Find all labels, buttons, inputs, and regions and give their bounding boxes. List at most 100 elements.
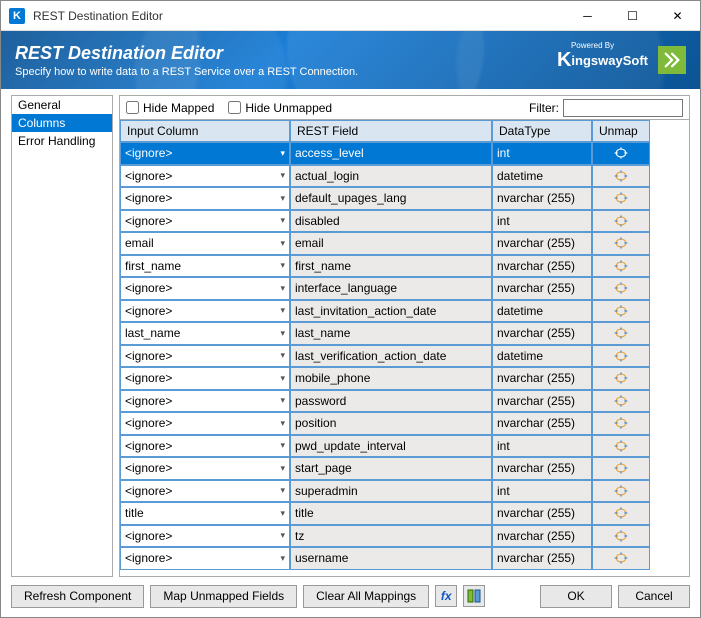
input-column-cell[interactable]: <ignore>▾ xyxy=(120,210,290,233)
hide-mapped-checkbox[interactable]: Hide Mapped xyxy=(126,101,214,115)
hide-mapped-input[interactable] xyxy=(126,101,139,114)
mapping-grid: Input ColumnREST FieldDataTypeUnmap <igno… xyxy=(120,120,689,570)
window-title: REST Destination Editor xyxy=(33,9,565,23)
input-column-cell[interactable]: <ignore>▾ xyxy=(120,457,290,480)
input-column-cell[interactable]: first_name▾ xyxy=(120,255,290,278)
datatype-cell: nvarchar (255) xyxy=(492,367,592,390)
unmap-button[interactable] xyxy=(592,187,650,210)
input-column-cell[interactable]: <ignore>▾ xyxy=(120,547,290,570)
input-column-cell[interactable]: <ignore>▾ xyxy=(120,525,290,548)
unmap-button[interactable] xyxy=(592,502,650,525)
rest-field-cell: default_upages_lang xyxy=(290,187,492,210)
datatype-cell: nvarchar (255) xyxy=(492,502,592,525)
refresh-button[interactable]: Refresh Component xyxy=(11,585,144,608)
datatype-cell: nvarchar (255) xyxy=(492,457,592,480)
rest-field-cell: username xyxy=(290,547,492,570)
datatype-cell: datetime xyxy=(492,300,592,323)
datatype-cell: nvarchar (255) xyxy=(492,187,592,210)
datatype-cell: nvarchar (255) xyxy=(492,547,592,570)
rest-field-cell: access_level xyxy=(290,142,492,165)
unmap-button[interactable] xyxy=(592,457,650,480)
main: GeneralColumnsError Handling Hide Mapped… xyxy=(1,89,700,577)
hide-unmapped-input[interactable] xyxy=(228,101,241,114)
banner-heading: REST Destination Editor xyxy=(15,43,358,64)
unmap-button[interactable] xyxy=(592,367,650,390)
rest-field-cell: password xyxy=(290,390,492,413)
minimize-button[interactable]: ─ xyxy=(565,1,610,31)
unmap-button[interactable] xyxy=(592,480,650,503)
datatype-cell: nvarchar (255) xyxy=(492,390,592,413)
datatype-cell: datetime xyxy=(492,165,592,188)
unmap-button[interactable] xyxy=(592,435,650,458)
column-header-unmap[interactable]: Unmap xyxy=(592,120,650,142)
hide-unmapped-checkbox[interactable]: Hide Unmapped xyxy=(228,101,332,115)
unmap-button[interactable] xyxy=(592,142,650,165)
datatype-cell: int xyxy=(492,142,592,165)
window-buttons: ─ ☐ ✕ xyxy=(565,1,700,31)
rest-field-cell: disabled xyxy=(290,210,492,233)
rest-field-cell: interface_language xyxy=(290,277,492,300)
content: Hide Mapped Hide Unmapped Filter: Input … xyxy=(119,95,690,577)
sidebar-item-columns[interactable]: Columns xyxy=(12,114,112,132)
columns-tool-button[interactable] xyxy=(463,585,485,607)
unmap-button[interactable] xyxy=(592,210,650,233)
cancel-button[interactable]: Cancel xyxy=(618,585,690,608)
unmap-button[interactable] xyxy=(592,547,650,570)
datatype-cell: datetime xyxy=(492,345,592,368)
column-header-rest[interactable]: REST Field xyxy=(290,120,492,142)
input-column-cell[interactable]: <ignore>▾ xyxy=(120,300,290,323)
brand-name: ingswaySoft xyxy=(571,53,648,68)
input-column-cell[interactable]: <ignore>▾ xyxy=(120,277,290,300)
rest-field-cell: tz xyxy=(290,525,492,548)
input-column-cell[interactable]: title▾ xyxy=(120,502,290,525)
input-column-cell[interactable]: <ignore>▾ xyxy=(120,142,290,165)
input-column-cell[interactable]: <ignore>▾ xyxy=(120,412,290,435)
clear-mappings-button[interactable]: Clear All Mappings xyxy=(303,585,429,608)
datatype-cell: nvarchar (255) xyxy=(492,525,592,548)
banner-subheading: Specify how to write data to a REST Serv… xyxy=(15,66,358,78)
unmap-button[interactable] xyxy=(592,165,650,188)
rest-field-cell: title xyxy=(290,502,492,525)
input-column-cell[interactable]: <ignore>▾ xyxy=(120,390,290,413)
datatype-cell: nvarchar (255) xyxy=(492,322,592,345)
input-column-cell[interactable]: <ignore>▾ xyxy=(120,345,290,368)
hide-unmapped-label: Hide Unmapped xyxy=(245,101,332,115)
expression-button[interactable]: fx xyxy=(435,585,457,607)
footer: Refresh Component Map Unmapped Fields Cl… xyxy=(1,581,700,611)
rest-field-cell: pwd_update_interval xyxy=(290,435,492,458)
column-header-input[interactable]: Input Column xyxy=(120,120,290,142)
unmap-button[interactable] xyxy=(592,345,650,368)
unmap-button[interactable] xyxy=(592,322,650,345)
input-column-cell[interactable]: <ignore>▾ xyxy=(120,480,290,503)
datatype-cell: int xyxy=(492,210,592,233)
rest-field-cell: mobile_phone xyxy=(290,367,492,390)
hide-mapped-label: Hide Mapped xyxy=(143,101,214,115)
input-column-cell[interactable]: <ignore>▾ xyxy=(120,187,290,210)
input-column-cell[interactable]: last_name▾ xyxy=(120,322,290,345)
unmap-button[interactable] xyxy=(592,525,650,548)
unmap-button[interactable] xyxy=(592,232,650,255)
close-button[interactable]: ✕ xyxy=(655,1,700,31)
sidebar-item-general[interactable]: General xyxy=(12,96,112,114)
input-column-cell[interactable]: email▾ xyxy=(120,232,290,255)
brand: Powered By KingswaySoft xyxy=(557,49,648,72)
column-header-datatype[interactable]: DataType xyxy=(492,120,592,142)
unmap-button[interactable] xyxy=(592,300,650,323)
map-unmapped-button[interactable]: Map Unmapped Fields xyxy=(150,585,297,608)
unmap-button[interactable] xyxy=(592,412,650,435)
ok-button[interactable]: OK xyxy=(540,585,612,608)
filter-input[interactable] xyxy=(563,99,683,117)
rest-field-cell: last_invitation_action_date xyxy=(290,300,492,323)
sidebar-item-error-handling[interactable]: Error Handling xyxy=(12,132,112,150)
rest-field-cell: first_name xyxy=(290,255,492,278)
input-column-cell[interactable]: <ignore>▾ xyxy=(120,367,290,390)
input-column-cell[interactable]: <ignore>▾ xyxy=(120,435,290,458)
maximize-button[interactable]: ☐ xyxy=(610,1,655,31)
input-column-cell[interactable]: <ignore>▾ xyxy=(120,165,290,188)
unmap-button[interactable] xyxy=(592,277,650,300)
unmap-button[interactable] xyxy=(592,255,650,278)
rest-field-cell: start_page xyxy=(290,457,492,480)
banner: REST Destination Editor Specify how to w… xyxy=(1,31,700,89)
unmap-button[interactable] xyxy=(592,390,650,413)
toolbar: Hide Mapped Hide Unmapped Filter: xyxy=(119,95,690,119)
